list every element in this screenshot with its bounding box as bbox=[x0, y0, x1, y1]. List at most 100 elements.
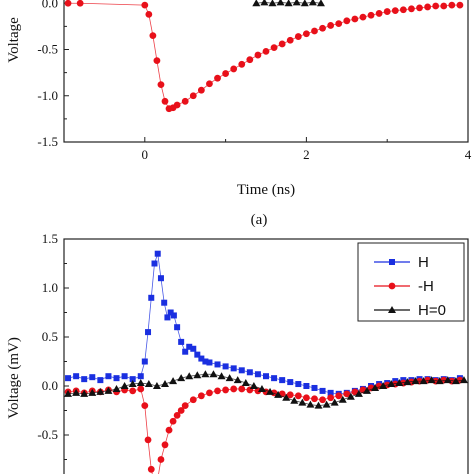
panel-b-chart: 1.51.00.50.0-0.5-1.0 Voltage (mV) H-HH=0 bbox=[6, 231, 469, 474]
panel-b-data-point bbox=[89, 374, 96, 381]
legend-box bbox=[357, 242, 465, 322]
panel-b-data-point bbox=[141, 402, 149, 409]
panel-a-data-point bbox=[206, 80, 213, 88]
panel-a-data-point bbox=[189, 92, 197, 100]
panel-b-data-point bbox=[254, 371, 261, 378]
panel-b-y-tick-label: -0.5 bbox=[37, 427, 58, 442]
panel-a-data-point bbox=[238, 60, 246, 68]
panel-b-data-point bbox=[148, 294, 155, 301]
panel-b-y-tick-label: 1.0 bbox=[42, 280, 58, 295]
panel-b-data-point bbox=[225, 374, 234, 382]
legend-marker bbox=[388, 282, 396, 290]
panel-b-data-point bbox=[257, 384, 266, 392]
panel-b-data-point bbox=[214, 387, 221, 395]
panel-b-data-point bbox=[147, 465, 155, 473]
panel-b-data-point bbox=[351, 388, 359, 396]
panel-a-ticks: 0.0 -0.5 -1.0 -1.5 0 2 4 bbox=[37, 0, 471, 162]
panel-b-data-point bbox=[137, 373, 144, 380]
panel-b-data-point bbox=[435, 377, 444, 385]
panel-b-data-point bbox=[443, 376, 452, 384]
panel-a-data-point bbox=[292, 0, 301, 6]
panel-b-data-point bbox=[411, 377, 420, 385]
panel-b-data-point bbox=[154, 250, 161, 257]
panel-a-data-point bbox=[311, 27, 318, 35]
panel-b-data-point bbox=[129, 376, 136, 383]
panel-b-data-point bbox=[303, 394, 310, 402]
panel-b-data-point bbox=[230, 365, 237, 372]
panel-a-data-point bbox=[141, 1, 149, 9]
panel-a-y-tick-label: -1.5 bbox=[37, 134, 58, 149]
panel-b-data-point bbox=[271, 375, 278, 382]
panel-a-data-point bbox=[252, 0, 261, 7]
panel-b-data-point bbox=[279, 377, 286, 384]
panel-b-data-point bbox=[294, 392, 302, 400]
panel-b-data-point bbox=[230, 385, 238, 393]
panel-a-data-point bbox=[157, 81, 165, 89]
panel-b-data-point bbox=[327, 389, 334, 396]
panel-b-data-point bbox=[286, 391, 294, 399]
panel-a-data-point bbox=[270, 44, 278, 52]
panel-b-data-point bbox=[202, 358, 209, 365]
panel-b-data-point bbox=[197, 392, 205, 400]
panel-a-data-point bbox=[351, 15, 359, 23]
panel-b-data-point bbox=[363, 386, 371, 394]
panel-b-data-point bbox=[419, 377, 428, 385]
panel-b-data-point bbox=[371, 383, 380, 391]
panel-b-data-point bbox=[164, 314, 171, 321]
panel-a-data-point bbox=[173, 101, 181, 109]
panel-b-data-point bbox=[451, 377, 460, 385]
panel-b-data-point bbox=[295, 381, 302, 388]
panel-b-data-point bbox=[152, 382, 161, 389]
panel-a-plot-frame bbox=[63, 0, 469, 143]
panel-b-data-point bbox=[104, 386, 113, 394]
panel-a-x-tick-label: 4 bbox=[465, 147, 472, 162]
panel-a-label: (a) bbox=[251, 212, 268, 228]
panel-b-data-point bbox=[290, 396, 299, 404]
panel-a-data-point bbox=[230, 65, 238, 73]
panel-a-series-trace-1 bbox=[252, 0, 325, 7]
panel-a-data-point bbox=[153, 57, 161, 64]
panel-b-data-point bbox=[303, 383, 310, 389]
panel-a-data-point bbox=[399, 6, 407, 14]
panel-b-data-point bbox=[287, 379, 294, 386]
panel-b-data-point bbox=[72, 388, 81, 396]
panel-a-x-tick-label: 2 bbox=[303, 147, 310, 162]
panel-a-data-point bbox=[424, 3, 431, 11]
panel-a-data-point bbox=[383, 8, 391, 15]
panel-b-data-point bbox=[322, 400, 331, 408]
panel-b-data-point bbox=[97, 377, 104, 384]
panel-b-data-point bbox=[173, 412, 181, 419]
panel-b-data-point bbox=[105, 373, 112, 380]
panel-b-data-point bbox=[161, 441, 169, 449]
panel-b-data-point bbox=[263, 373, 269, 380]
panel-a-data-point bbox=[284, 0, 293, 7]
panel-b-y-tick-label: 1.5 bbox=[42, 231, 58, 246]
panel-b-data-point bbox=[306, 400, 315, 408]
panel-a-y-tick-label: -1.0 bbox=[37, 88, 58, 103]
panel-a-data-point bbox=[76, 0, 84, 7]
panel-b-data-point bbox=[338, 395, 347, 403]
panel-a-data-point bbox=[278, 40, 286, 48]
panel-b-data-point bbox=[170, 312, 177, 319]
panel-b-data-point bbox=[88, 388, 97, 396]
panel-b-data-point bbox=[311, 395, 318, 403]
panel-b-data-point bbox=[136, 379, 145, 387]
panel-a-data-point bbox=[214, 74, 221, 82]
panel-a-series-trace-0 bbox=[64, 0, 464, 113]
panel-b-data-point bbox=[314, 401, 323, 409]
panel-b-data-point bbox=[238, 385, 246, 393]
panel-b-data-point bbox=[233, 376, 242, 384]
panel-a-data-point bbox=[222, 70, 230, 77]
panel-b-data-point bbox=[161, 299, 168, 306]
panel-b-data-point bbox=[157, 456, 165, 463]
panel-a-data-point bbox=[343, 17, 351, 25]
panel-b-data-point bbox=[193, 371, 202, 379]
panel-a-data-point bbox=[308, 0, 317, 6]
panel-b-data-point bbox=[311, 384, 318, 391]
panel-b-data-point bbox=[201, 370, 210, 378]
panel-a-data-point bbox=[260, 0, 269, 6]
panel-b-data-point bbox=[169, 417, 177, 425]
panel-b-y-tick-label: 0.0 bbox=[42, 378, 58, 393]
panel-b-data-point bbox=[161, 380, 169, 388]
panel-a-data-point bbox=[416, 4, 423, 12]
